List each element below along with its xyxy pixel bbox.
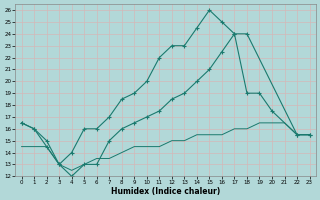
X-axis label: Humidex (Indice chaleur): Humidex (Indice chaleur) (111, 187, 220, 196)
